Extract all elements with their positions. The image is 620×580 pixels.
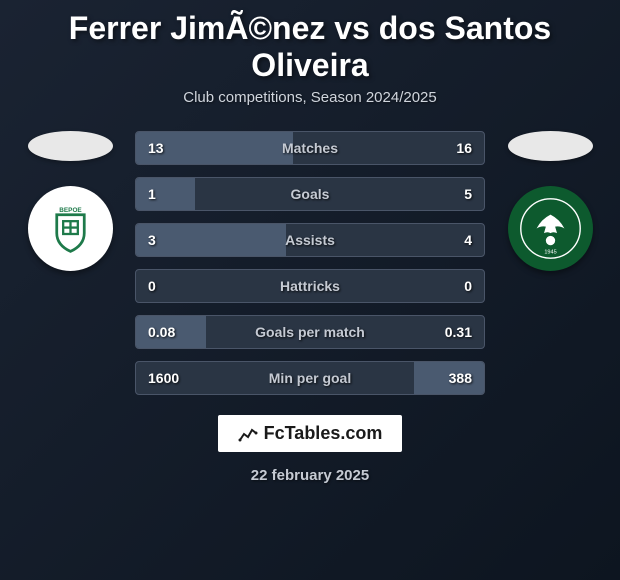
- left-flag-icon: [28, 131, 113, 161]
- stat-right-value: 0.31: [445, 324, 472, 340]
- eagle-icon: 1945: [518, 196, 583, 261]
- bar-fill-left: [136, 178, 195, 210]
- stat-right-value: 5: [464, 186, 472, 202]
- stat-row: 3 Assists 4: [135, 223, 485, 257]
- stat-row: 0.08 Goals per match 0.31: [135, 315, 485, 349]
- left-club-col: BEPOE: [20, 131, 120, 271]
- brand-text: FcTables.com: [264, 423, 383, 444]
- right-flag-icon: [508, 131, 593, 161]
- stat-left-value: 1600: [148, 370, 179, 386]
- stat-label: Min per goal: [269, 370, 351, 386]
- stat-label: Goals: [291, 186, 330, 202]
- left-club-badge: BEPOE: [28, 186, 113, 271]
- stat-right-value: 388: [449, 370, 472, 386]
- stat-label: Hattricks: [280, 278, 340, 294]
- right-club-badge: 1945: [508, 186, 593, 271]
- stat-row: 13 Matches 16: [135, 131, 485, 165]
- svg-text:1945: 1945: [544, 250, 556, 256]
- stat-row: 1600 Min per goal 388: [135, 361, 485, 395]
- chart-icon: [238, 424, 258, 444]
- stat-label: Assists: [285, 232, 335, 248]
- shield-icon: BEPOE: [43, 201, 98, 256]
- stat-label: Goals per match: [255, 324, 365, 340]
- stat-right-value: 4: [464, 232, 472, 248]
- stat-left-value: 3: [148, 232, 156, 248]
- stat-left-value: 13: [148, 140, 164, 156]
- bar-fill-left: [136, 224, 286, 256]
- stat-right-value: 0: [464, 278, 472, 294]
- stat-right-value: 16: [456, 140, 472, 156]
- comparison-row: BEPOE 13 Matches 16 1 Goals: [20, 131, 600, 395]
- page-title: Ferrer JimÃ©nez vs dos Santos Oliveira: [20, 10, 600, 84]
- stat-label: Matches: [282, 140, 338, 156]
- svg-text:BEPOE: BEPOE: [59, 207, 82, 214]
- stats-bars: 13 Matches 16 1 Goals 5 3 Assists 4: [120, 131, 500, 395]
- date-text: 22 february 2025: [251, 467, 369, 484]
- stat-left-value: 1: [148, 186, 156, 202]
- stat-row: 0 Hattricks 0: [135, 269, 485, 303]
- stat-row: 1 Goals 5: [135, 177, 485, 211]
- stat-left-value: 0.08: [148, 324, 175, 340]
- right-club-col: 1945: [500, 131, 600, 271]
- brand-logo: FcTables.com: [218, 415, 403, 452]
- subtitle: Club competitions, Season 2024/2025: [183, 89, 437, 106]
- stat-left-value: 0: [148, 278, 156, 294]
